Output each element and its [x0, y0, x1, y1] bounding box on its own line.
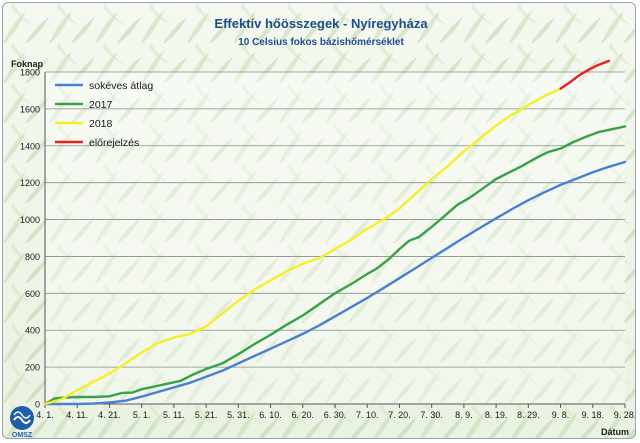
x-tick-label: 4. 11.	[66, 410, 88, 420]
x-axis-label: Dátum	[601, 427, 629, 437]
x-tick-label: 9. 18.	[582, 410, 605, 420]
x-tick-label: 5. 1.	[133, 410, 151, 420]
series-line-el-rejelz-s	[559, 59, 611, 90]
y-tick-label: 1400	[20, 141, 40, 151]
series-line-2018	[43, 87, 562, 406]
x-tick-label: 8. 9.	[455, 410, 473, 420]
omsz-logo: OMSZ	[10, 406, 34, 439]
legend-label: előrejelzés	[89, 137, 139, 149]
x-tick-label: 5. 31.	[227, 410, 250, 420]
x-tick-label: 7. 10.	[356, 410, 379, 420]
plot-area	[45, 72, 625, 404]
x-tick-label: 5. 11.	[163, 410, 185, 420]
y-tick-label: 1200	[20, 178, 40, 188]
legend-label: 2017	[89, 99, 113, 111]
legend-label: 2018	[89, 118, 113, 130]
series-line-sok-ves-tlag	[43, 160, 627, 406]
x-tick-label: 9. 28.	[614, 410, 636, 420]
logo-text: OMSZ	[12, 432, 33, 439]
background-texture	[3, 3, 635, 438]
y-tick-label: 1000	[20, 215, 40, 225]
series-line-2017	[43, 125, 627, 406]
legend-label: sokéves átlag	[89, 80, 153, 92]
y-tick-label: 1600	[20, 104, 40, 114]
y-axis-label: Foknap	[11, 59, 44, 69]
x-tick-label: 6. 10.	[259, 410, 282, 420]
chart-frame: 0 200 400 600 800 1000 1200 1400 1600 1800 4. 1. 4.…	[2, 2, 636, 439]
x-tick-label: 7. 30.	[420, 410, 443, 420]
chart-title: Effektív hőösszegek - Nyíregyháza	[214, 16, 428, 31]
x-tick-label: 7. 20.	[388, 410, 411, 420]
x-tick-label: 6. 20.	[292, 410, 315, 420]
y-tick-label: 800	[25, 252, 40, 262]
y-tick-label: 0	[35, 400, 40, 410]
x-tick-label: 9. 8.	[552, 410, 570, 420]
y-tick-label: 200	[25, 363, 40, 373]
y-tick-label: 400	[25, 326, 40, 336]
x-tick-label: 8. 19.	[485, 410, 508, 420]
x-tick-label: 4. 21.	[98, 410, 121, 420]
x-tick-label: 6. 30.	[324, 410, 347, 420]
x-tick-label: 4. 1.	[36, 410, 54, 420]
x-tick-label: 8. 29.	[517, 410, 540, 420]
chart-subtitle: 10 Celsius fokos bázishőmérséklet	[238, 37, 404, 48]
y-tick-label: 1800	[20, 68, 40, 78]
y-tick-label: 600	[25, 289, 40, 299]
x-tick-label: 5. 21.	[195, 410, 218, 420]
chart-svg: 0 200 400 600 800 1000 1200 1400 1600 1800 4. 1. 4.…	[3, 3, 636, 438]
